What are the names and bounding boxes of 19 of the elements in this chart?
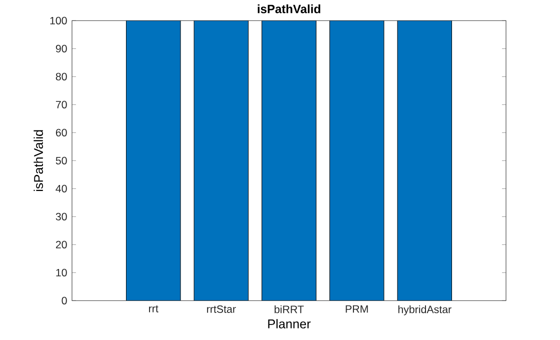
y-tick-label: 60 xyxy=(56,129,67,137)
x-tick-label: hybridAstar xyxy=(398,306,452,316)
x-tick-label: biRRT xyxy=(274,306,304,314)
x-tick-label: rrt xyxy=(149,306,158,312)
y-tick-label: 40 xyxy=(56,185,67,193)
x-axis-title: Planner xyxy=(268,319,311,329)
y-tick-label: 70 xyxy=(56,101,67,109)
x-tick-label: PRM xyxy=(346,306,368,313)
y-tick-label: 0 xyxy=(62,297,67,305)
y-tick-label: 90 xyxy=(56,45,67,53)
y-tick-label: 80 xyxy=(56,73,67,81)
y-axis-title: isPathValid xyxy=(34,130,44,192)
y-tick-label: 30 xyxy=(56,213,67,221)
chart-title: isPathValid xyxy=(258,4,320,14)
y-tick-label: 50 xyxy=(56,157,67,165)
y-tick-label: 100 xyxy=(50,17,67,25)
y-tick-label: 20 xyxy=(56,241,67,249)
x-tick-label: rrtStar xyxy=(207,306,236,314)
y-tick-label: 10 xyxy=(56,269,67,277)
